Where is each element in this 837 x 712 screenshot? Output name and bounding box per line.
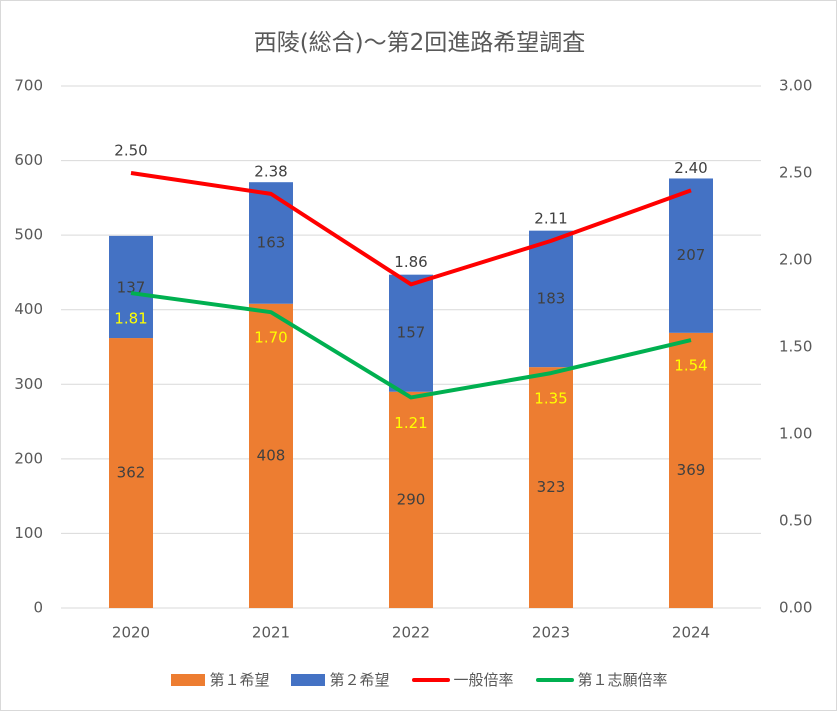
x-tick-label: 2023	[532, 624, 570, 642]
y-left-tick-label: 600	[14, 151, 43, 169]
y-left-tick-label: 100	[14, 524, 43, 542]
y-right-tick-label: 0.00	[779, 599, 812, 617]
bar-first-choice	[109, 338, 153, 608]
y-right-tick-label: 3.00	[779, 77, 812, 95]
bar-data-label: 362	[117, 464, 146, 482]
legend-item-general-ratio: 一般倍率	[411, 669, 514, 690]
legend-label: 第１希望	[209, 671, 270, 689]
legend-item-second-choice: 第２希望	[291, 669, 390, 690]
bar-data-label: 207	[677, 246, 706, 264]
y-left-tick-label: 200	[14, 449, 43, 467]
bar-data-label: 369	[677, 461, 706, 479]
bar-first-choice	[249, 303, 293, 608]
legend-label: 一般倍率	[453, 671, 514, 689]
bar-data-label: 408	[257, 446, 286, 464]
line-first-ratio	[130, 291, 692, 400]
bar-data-label: 137	[117, 278, 146, 296]
y-right-tick-label: 0.50	[779, 512, 812, 530]
line-general-ratio	[130, 171, 692, 287]
y-right-tick-label: 2.00	[779, 251, 812, 269]
bar-second-choice	[669, 178, 713, 333]
line-data-label: 2.38	[254, 162, 287, 180]
line-data-label: 1.86	[394, 253, 427, 271]
y-left-tick-label: 300	[14, 375, 43, 393]
y-right-tick-label: 1.00	[779, 425, 812, 443]
line-data-label: 1.81	[114, 310, 147, 328]
x-tick-label: 2024	[672, 624, 710, 642]
line-data-label: 1.35	[534, 390, 567, 408]
legend-label: 第２希望	[329, 671, 390, 689]
x-tick-label: 2020	[112, 624, 150, 642]
legend: 第１希望 第２希望 一般倍率 第１志願倍率	[1, 669, 837, 690]
bar-first-choice	[669, 332, 713, 608]
y-left-tick-label: 700	[14, 77, 43, 95]
y-right-tick-label: 2.50	[779, 164, 812, 182]
line-data-label: 1.54	[674, 357, 707, 375]
line-data-label: 2.50	[114, 142, 147, 160]
legend-swatch	[411, 677, 450, 682]
bar-second-choice	[529, 230, 573, 368]
legend-item-first-ratio: 第１志願倍率	[535, 669, 668, 690]
bar-data-label: 163	[257, 233, 286, 251]
bar-first-choice	[389, 391, 433, 608]
bar-first-choice	[529, 367, 573, 608]
x-tick-label: 2021	[252, 624, 290, 642]
legend-swatch	[171, 673, 206, 686]
line-data-label: 2.40	[674, 159, 707, 177]
bar-data-label: 290	[397, 490, 426, 508]
bar-data-label: 183	[537, 289, 566, 307]
y-left-tick-label: 500	[14, 226, 43, 244]
legend-label: 第１志願倍率	[577, 671, 668, 689]
legend-swatch	[291, 673, 326, 686]
legend-swatch	[535, 677, 574, 682]
bar-second-choice	[109, 235, 153, 339]
line-data-label: 1.70	[254, 329, 287, 347]
line-data-label: 1.21	[394, 414, 427, 432]
y-right-tick-label: 1.50	[779, 338, 812, 356]
bar-data-label: 157	[397, 324, 426, 342]
legend-item-first-choice: 第１希望	[171, 669, 269, 690]
y-left-tick-label: 0	[33, 599, 43, 617]
chart-title: 西陵(総合)～第2回進路希望調査	[253, 30, 586, 56]
y-left-tick-label: 400	[14, 300, 43, 318]
bar-data-label: 323	[537, 478, 566, 496]
line-data-label: 2.11	[534, 209, 567, 227]
bar-second-choice	[389, 274, 433, 392]
x-tick-label: 2022	[392, 624, 430, 642]
